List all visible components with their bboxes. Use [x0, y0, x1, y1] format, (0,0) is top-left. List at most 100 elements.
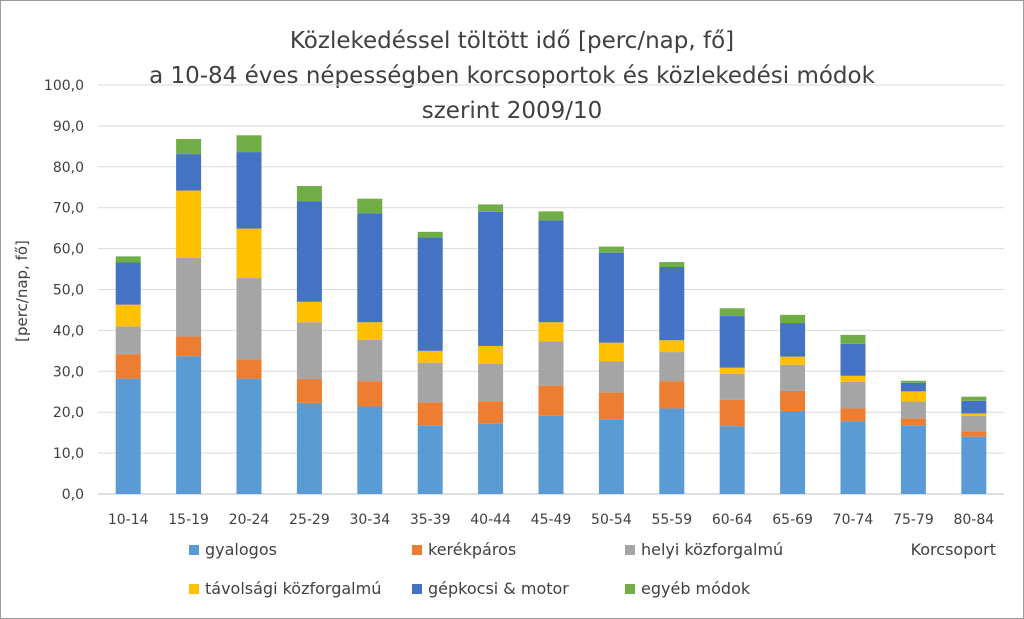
bar-segment-60-64-3 — [719, 367, 745, 374]
bar-segment-20-24-1 — [236, 359, 262, 379]
bar-stack-30-34 — [357, 198, 383, 494]
legend-swatch — [189, 545, 199, 555]
bar-segment-60-64-0 — [719, 426, 745, 494]
bar-segment-80-84-4 — [961, 400, 987, 414]
y-tick-label: 90,0 — [53, 119, 84, 135]
legend-swatch — [625, 545, 635, 555]
bar-segment-80-84-5 — [961, 396, 987, 401]
bar-segment-55-59-1 — [659, 381, 685, 409]
bar-segment-25-29-4 — [296, 201, 322, 302]
legend-item: gyalogos — [189, 540, 277, 559]
bar-stack-60-64 — [719, 308, 745, 494]
legend-item: kerékpáros — [412, 540, 516, 559]
bar-segment-70-74-0 — [840, 421, 866, 494]
bar-segment-20-24-4 — [236, 152, 262, 229]
bar-segment-40-44-1 — [478, 401, 504, 424]
x-tick-label: 80-84 — [953, 512, 994, 528]
bar-segment-80-84-1 — [961, 431, 987, 437]
bar-segment-75-79-4 — [900, 382, 926, 392]
x-axis-ticks: 10-14 15-19 20-24 25-29 30-34 35-39 40-44 45-49… — [108, 512, 994, 528]
y-axis-ticks: 0,0 10,0 20,0 30,0 40,0 50,0 60,0 70,0 80,0 90,0 1… — [44, 78, 84, 503]
x-tick-label: 40-44 — [470, 512, 511, 528]
bar-segment-75-79-2 — [900, 401, 926, 419]
bar-segment-30-34-2 — [357, 339, 383, 382]
bar-segment-65-69-2 — [780, 364, 806, 391]
bar-segment-75-79-3 — [900, 391, 926, 402]
bar-segment-80-84-0 — [961, 436, 987, 494]
y-tick-label: 100,0 — [44, 78, 84, 94]
legend-item: helyi közforgalmú — [625, 540, 783, 559]
bar-segment-25-29-1 — [296, 379, 322, 403]
bar-segment-50-54-0 — [598, 419, 624, 494]
bar-segment-35-39-0 — [417, 425, 443, 494]
bar-segment-20-24-5 — [236, 135, 262, 153]
y-tick-label: 0,0 — [62, 487, 84, 503]
bar-segment-15-19-5 — [176, 138, 202, 155]
bar-segment-75-79-5 — [900, 380, 926, 383]
bar-segment-10-14-1 — [115, 354, 141, 379]
x-tick-label: 55-59 — [651, 512, 692, 528]
bar-segment-45-49-1 — [538, 385, 564, 416]
x-tick-label: 50-54 — [591, 512, 632, 528]
legend-swatch — [412, 545, 422, 555]
legend-item: egyéb módok — [625, 579, 751, 598]
bar-segment-65-69-1 — [780, 390, 806, 411]
bar-segment-60-64-1 — [719, 399, 745, 427]
bar-segment-55-59-4 — [659, 267, 685, 341]
bar-segment-45-49-4 — [538, 220, 564, 323]
bar-segment-15-19-2 — [176, 258, 202, 337]
bar-segment-25-29-2 — [296, 322, 322, 380]
legend-item: távolsági közforgalmú — [189, 579, 381, 598]
y-tick-label: 80,0 — [53, 160, 84, 176]
bar-segment-65-69-4 — [780, 323, 806, 357]
bar-segment-40-44-4 — [478, 211, 504, 346]
bar-segment-80-84-2 — [961, 415, 987, 432]
bar-stack-80-84 — [961, 396, 987, 494]
legend-label: távolsági közforgalmú — [205, 579, 381, 598]
bar-stack-50-54 — [598, 246, 624, 494]
bar-stack-65-69 — [780, 314, 806, 494]
bar-segment-35-39-2 — [417, 362, 443, 403]
bar-segment-55-59-3 — [659, 340, 685, 353]
bar-segment-75-79-0 — [900, 425, 926, 494]
bar-segment-45-49-3 — [538, 322, 564, 342]
y-axis-label: [perc/nap, fő] — [13, 240, 31, 342]
bar-segment-30-34-5 — [357, 198, 383, 214]
bar-stack-25-29 — [296, 186, 322, 494]
bar-segment-35-39-1 — [417, 402, 443, 426]
bar-segment-65-69-3 — [780, 356, 806, 365]
bar-segment-50-54-4 — [598, 252, 624, 343]
y-tick-label: 50,0 — [53, 283, 84, 299]
title-line-3: szerint 2009/10 — [422, 98, 603, 124]
bar-segment-50-54-1 — [598, 392, 624, 420]
bar-segment-40-44-5 — [478, 204, 504, 212]
bar-segment-60-64-5 — [719, 308, 745, 317]
bar-segment-30-34-0 — [357, 406, 383, 494]
bar-segment-10-14-5 — [115, 256, 141, 263]
bar-stack-35-39 — [417, 231, 443, 494]
bar-segment-20-24-2 — [236, 278, 262, 360]
bar-segment-35-39-4 — [417, 237, 443, 351]
legend-label: gépkocsi & motor — [428, 579, 569, 598]
bar-segment-10-14-3 — [115, 304, 141, 327]
bar-segment-70-74-5 — [840, 334, 866, 344]
bar-segment-30-34-4 — [357, 213, 383, 323]
bar-segment-70-74-1 — [840, 408, 866, 422]
bar-segment-70-74-2 — [840, 381, 866, 409]
legend-label: kerékpáros — [428, 540, 516, 559]
bar-segment-55-59-2 — [659, 352, 685, 382]
bar-segment-70-74-4 — [840, 343, 866, 376]
x-tick-label: 10-14 — [108, 512, 149, 528]
bar-segment-50-54-2 — [598, 361, 624, 393]
y-tick-label: 60,0 — [53, 242, 84, 258]
bar-stack-20-24 — [236, 135, 262, 494]
y-tick-label: 20,0 — [53, 405, 84, 421]
x-tick-label: 35-39 — [410, 512, 451, 528]
bar-stack-10-14 — [115, 256, 141, 494]
x-tick-label: 70-74 — [833, 512, 874, 528]
bar-stack-55-59 — [659, 262, 685, 494]
bar-segment-20-24-0 — [236, 378, 262, 494]
bar-segment-80-84-3 — [961, 413, 987, 416]
